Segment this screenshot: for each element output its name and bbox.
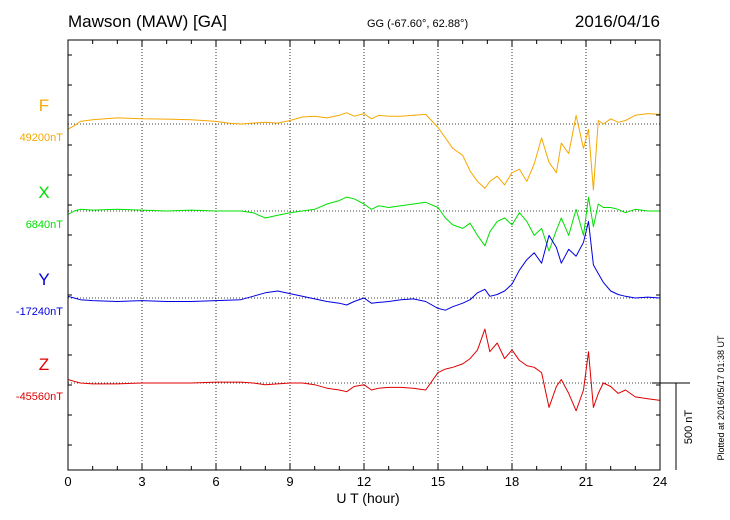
series-f-line	[67, 112, 661, 191]
traces	[67, 112, 661, 412]
plot-frame	[67, 39, 661, 471]
series-y-line	[67, 220, 661, 311]
series-x-line	[67, 196, 660, 252]
series-f-baseline-label: 49200nT	[20, 132, 64, 144]
scale-bar-label: 500 nT	[683, 410, 695, 445]
x-axis: 0 3 6 9 12 15 18 21 24	[64, 40, 667, 489]
series-f-name: F	[39, 96, 49, 115]
x-tick-label: 18	[505, 474, 519, 489]
series-y-name: Y	[38, 270, 49, 289]
scale-bar: 500 nT	[652, 382, 695, 470]
series-z-baseline-label: -45560nT	[16, 391, 63, 403]
x-tick-label: 24	[653, 474, 667, 489]
series-labels: F 49200nT X 6840nT Y -17240nT Z -45560nT	[16, 96, 63, 403]
plotted-note: Plotted at 2016/05/17 01:38 UT	[716, 335, 726, 461]
grid-lines	[68, 40, 660, 470]
x-tick-label: 9	[286, 474, 293, 489]
x-tick-label: 3	[138, 474, 145, 489]
series-x-baseline-label: 6840nT	[26, 219, 64, 231]
x-tick-label: 21	[579, 474, 593, 489]
x-tick-label: 12	[357, 474, 371, 489]
series-z-name: Z	[39, 355, 49, 374]
series-x-name: X	[38, 183, 49, 202]
series-y-baseline-label: -17240nT	[16, 306, 63, 318]
x-tick-label: 6	[212, 474, 219, 489]
station-coords: GG (-67.60°, 62.88°)	[367, 18, 468, 30]
series-z-line	[67, 328, 661, 412]
x-tick-label: 15	[431, 474, 445, 489]
x-tick-label: 0	[64, 474, 71, 489]
station-title: Mawson (MAW) [GA]	[68, 12, 227, 31]
x-axis-label: U T (hour)	[336, 490, 399, 506]
plot-date: 2016/04/16	[575, 12, 660, 31]
